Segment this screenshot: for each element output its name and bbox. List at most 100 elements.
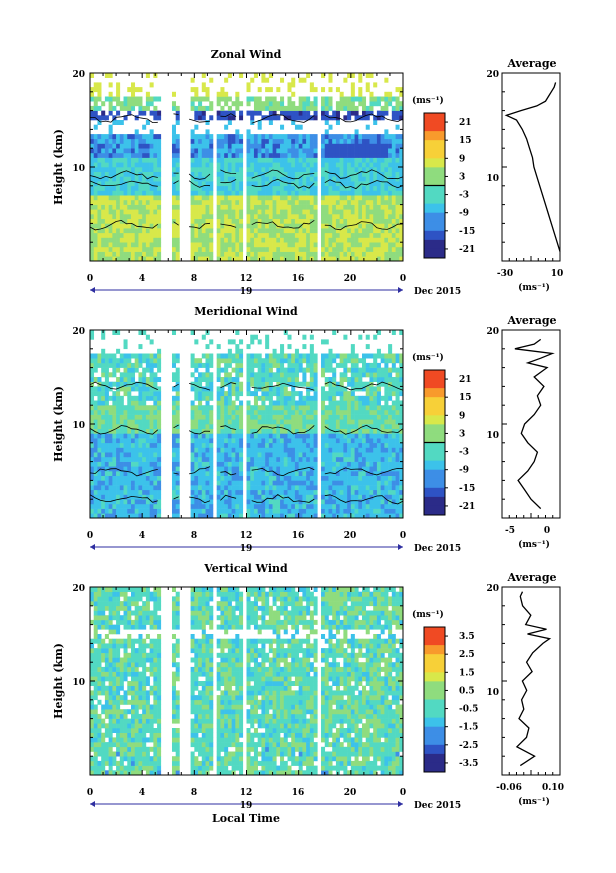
vertical-date-tick: 19 xyxy=(240,801,253,811)
zonal-cbar-tick: 3 xyxy=(459,172,465,182)
meridional-profile-line xyxy=(514,338,555,510)
meridional-ylabel: Height (km) xyxy=(52,386,65,462)
zonal-cbar-tick: -21 xyxy=(459,245,475,255)
meridional-yticks: 20 10 xyxy=(72,327,85,431)
meridional-profile-xtick-right: 0 xyxy=(544,526,550,536)
meridional-title: Meridional Wind xyxy=(194,305,298,318)
zonal-title: Zonal Wind xyxy=(211,48,282,61)
vertical-ytick-10: 10 xyxy=(72,678,85,688)
zonal-ytick-20: 20 xyxy=(72,70,85,80)
zonal-yticks: 20 10 xyxy=(72,70,85,174)
meridional-colorbar: 21 15 9 3 -3 -9 -15 -21 xyxy=(423,369,475,516)
zonal-xtick-8: 8 xyxy=(191,274,197,284)
zonal-xtick-0: 0 xyxy=(87,274,93,284)
vertical-xtick-12: 12 xyxy=(240,788,253,798)
zonal-xtick-20: 20 xyxy=(344,274,357,284)
meridional-xtick-8: 8 xyxy=(191,531,197,541)
zonal-date-tick: 19 xyxy=(240,287,253,297)
vertical-ylabel: Height (km) xyxy=(52,643,65,719)
meridional-cbar-tick: 15 xyxy=(459,393,472,403)
meridional-date-label: Dec 2015 xyxy=(414,544,461,554)
meridional-cbar-tick: -15 xyxy=(459,484,475,494)
vertical-profile-title: Average xyxy=(506,571,556,584)
meridional-profile-ytick-10: 10 xyxy=(486,431,499,441)
meridional-xtick-20: 20 xyxy=(344,531,357,541)
vertical-cbar-tick: 1.5 xyxy=(459,668,475,678)
vertical-profile-xtick-left: -0.06 xyxy=(496,783,522,793)
meridional-profile-title: Average xyxy=(506,314,556,327)
meridional-cbar-tick: 9 xyxy=(459,411,465,421)
vertical-title: Vertical Wind xyxy=(203,562,288,575)
zonal-cbar-tick: -15 xyxy=(459,227,475,237)
zonal-cbar-tick: -3 xyxy=(459,191,469,201)
meridional-cbar-tick: 21 xyxy=(459,375,472,385)
vertical-cbar-tick: 2.5 xyxy=(459,650,475,660)
meridional-xtick-0: 0 xyxy=(87,531,93,541)
meridional-date-tick: 19 xyxy=(240,544,253,554)
vertical-profile-xlabel: (ms⁻¹) xyxy=(518,796,550,807)
panel-vertical: Vertical Wind Height (km) 20 10 0 4 8 12… xyxy=(52,562,564,825)
vertical-cbar-tick: 0.5 xyxy=(459,686,475,696)
vertical-yticks: 20 10 xyxy=(72,584,85,688)
xlabel-local-time: Local Time xyxy=(212,812,280,825)
vertical-cbar-tick: -3.5 xyxy=(459,759,478,769)
meridional-cbar-tick: 3 xyxy=(459,429,465,439)
zonal-cbar-tick: -9 xyxy=(459,209,469,219)
meridional-zero-contours xyxy=(89,381,404,505)
zonal-profile-ytick-20: 20 xyxy=(486,70,499,80)
vertical-xtick-0: 0 xyxy=(87,788,93,798)
vertical-ytick-20: 20 xyxy=(72,584,85,594)
meridional-axes xyxy=(89,329,404,519)
zonal-heatmap-cells xyxy=(90,73,404,262)
meridional-heatmap-cells xyxy=(90,330,404,519)
meridional-ytick-20: 20 xyxy=(72,327,85,337)
meridional-xtick-4: 4 xyxy=(139,531,145,541)
zonal-heatmap xyxy=(89,73,404,262)
zonal-profile-ytick-10: 10 xyxy=(486,174,499,184)
meridional-xtick-24: 0 xyxy=(400,531,406,541)
vertical-date-label: Dec 2015 xyxy=(414,801,461,811)
zonal-cbar-unit: (ms⁻¹) xyxy=(412,95,444,106)
zonal-cbar-tick: 15 xyxy=(459,136,472,146)
meridional-heatmap xyxy=(89,330,404,519)
zonal-cbar-tick: 21 xyxy=(459,118,472,128)
vertical-profile-xtick-right: 0.10 xyxy=(542,783,564,793)
zonal-profile xyxy=(501,72,561,262)
meridional-xtick-16: 16 xyxy=(292,531,305,541)
zonal-xtick-16: 16 xyxy=(292,274,305,284)
meridional-profile-xlabel: (ms⁻¹) xyxy=(518,539,550,550)
meridional-xticks: 0 4 8 12 16 20 0 xyxy=(87,531,406,541)
zonal-date-label: Dec 2015 xyxy=(414,287,461,297)
meridional-profile-frame xyxy=(501,329,561,519)
meridional-cbar-tick: -3 xyxy=(459,448,469,458)
meridional-profile xyxy=(501,329,561,519)
meridional-profile-ytick-20: 20 xyxy=(486,327,499,337)
vertical-xtick-8: 8 xyxy=(191,788,197,798)
meridional-cbar-tick: -9 xyxy=(459,466,469,476)
vertical-profile-ytick-10: 10 xyxy=(486,688,499,698)
vertical-xtick-4: 4 xyxy=(139,788,145,798)
meridional-date-bar: 19 Dec 2015 xyxy=(90,544,461,554)
vertical-profile-line xyxy=(515,591,552,767)
vertical-heatmap xyxy=(90,587,404,776)
zonal-xtick-12: 12 xyxy=(240,274,253,284)
vertical-xtick-16: 16 xyxy=(292,788,305,798)
vertical-profile xyxy=(501,586,561,776)
vertical-date-bar: 19 Dec 2015 xyxy=(90,801,461,811)
zonal-axes xyxy=(89,72,404,262)
vertical-cbar-unit: (ms⁻¹) xyxy=(412,609,444,620)
zonal-profile-frame xyxy=(501,72,561,262)
zonal-profile-xlabel: (ms⁻¹) xyxy=(518,282,550,293)
zonal-profile-line xyxy=(504,82,561,252)
meridional-cbar-unit: (ms⁻¹) xyxy=(412,352,444,363)
zonal-xticks: 0 4 8 12 16 20 0 xyxy=(87,274,406,284)
zonal-ytick-10: 10 xyxy=(72,164,85,174)
vertical-axes xyxy=(89,586,404,776)
zonal-profile-xtick-left: -30 xyxy=(497,269,513,279)
vertical-cbar-tick: -2.5 xyxy=(459,741,478,751)
vertical-profile-ytick-20: 20 xyxy=(486,584,499,594)
zonal-profile-title: Average xyxy=(506,57,556,70)
zonal-profile-xtick-right: 10 xyxy=(551,269,564,279)
zonal-date-bar: 19 Dec 2015 xyxy=(90,287,461,297)
